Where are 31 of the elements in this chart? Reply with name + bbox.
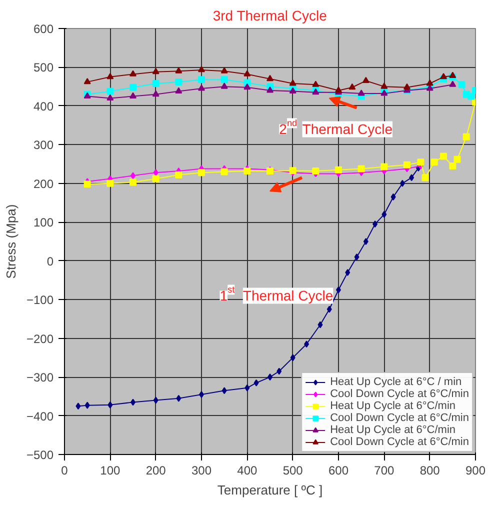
y-tick-label: −300 [26, 370, 54, 385]
y-tick-label: 100 [33, 216, 54, 230]
y-tick-label: −400 [26, 409, 54, 424]
y-tick-label: 500 [33, 60, 54, 75]
legend-label: Cool Down Cycle at 6°C/min [330, 388, 469, 400]
x-tick-label: 500 [282, 464, 304, 478]
y-tick-label: 600 [33, 22, 54, 36]
x-tick-label: 200 [146, 464, 166, 478]
y-tick-label: −500 [26, 448, 54, 462]
x-tick-label: 400 [237, 464, 258, 478]
y-tick-label: 300 [33, 138, 54, 152]
legend-label: Cool Down Cycle at 6°C/min [330, 436, 469, 448]
y-tick-label: 400 [33, 99, 54, 114]
y-axis-title: Stress (Mpa) [3, 204, 18, 279]
y-tick-label: 200 [33, 176, 54, 191]
x-tick-label: 800 [420, 464, 440, 478]
y-tick-label: 0 [46, 254, 54, 268]
x-tick-label: 700 [374, 464, 395, 478]
legend-label: Heat Up Cycle at 6°C/min [330, 424, 456, 436]
x-tick-label: 600 [328, 464, 349, 478]
x-tick-label: 900 [465, 464, 486, 478]
legend-label: Heat Up Cycle at 6°C/min [330, 400, 456, 412]
y-tick-label: −100 [26, 293, 54, 308]
x-tick-label: 300 [191, 464, 212, 478]
text: 3rd Thermal Cycle [212, 8, 328, 24]
x-axis-title: Temperature [ ºC ] [217, 482, 323, 498]
legend-label: Cool Down Cycle at 6°C/min [330, 412, 469, 424]
x-tick-label: 100 [100, 464, 121, 478]
x-tick-label: 0 [61, 464, 68, 478]
y-tick-label: −200 [26, 332, 54, 346]
legend-label: Heat Up Cycle at 6°C / min [330, 376, 462, 388]
